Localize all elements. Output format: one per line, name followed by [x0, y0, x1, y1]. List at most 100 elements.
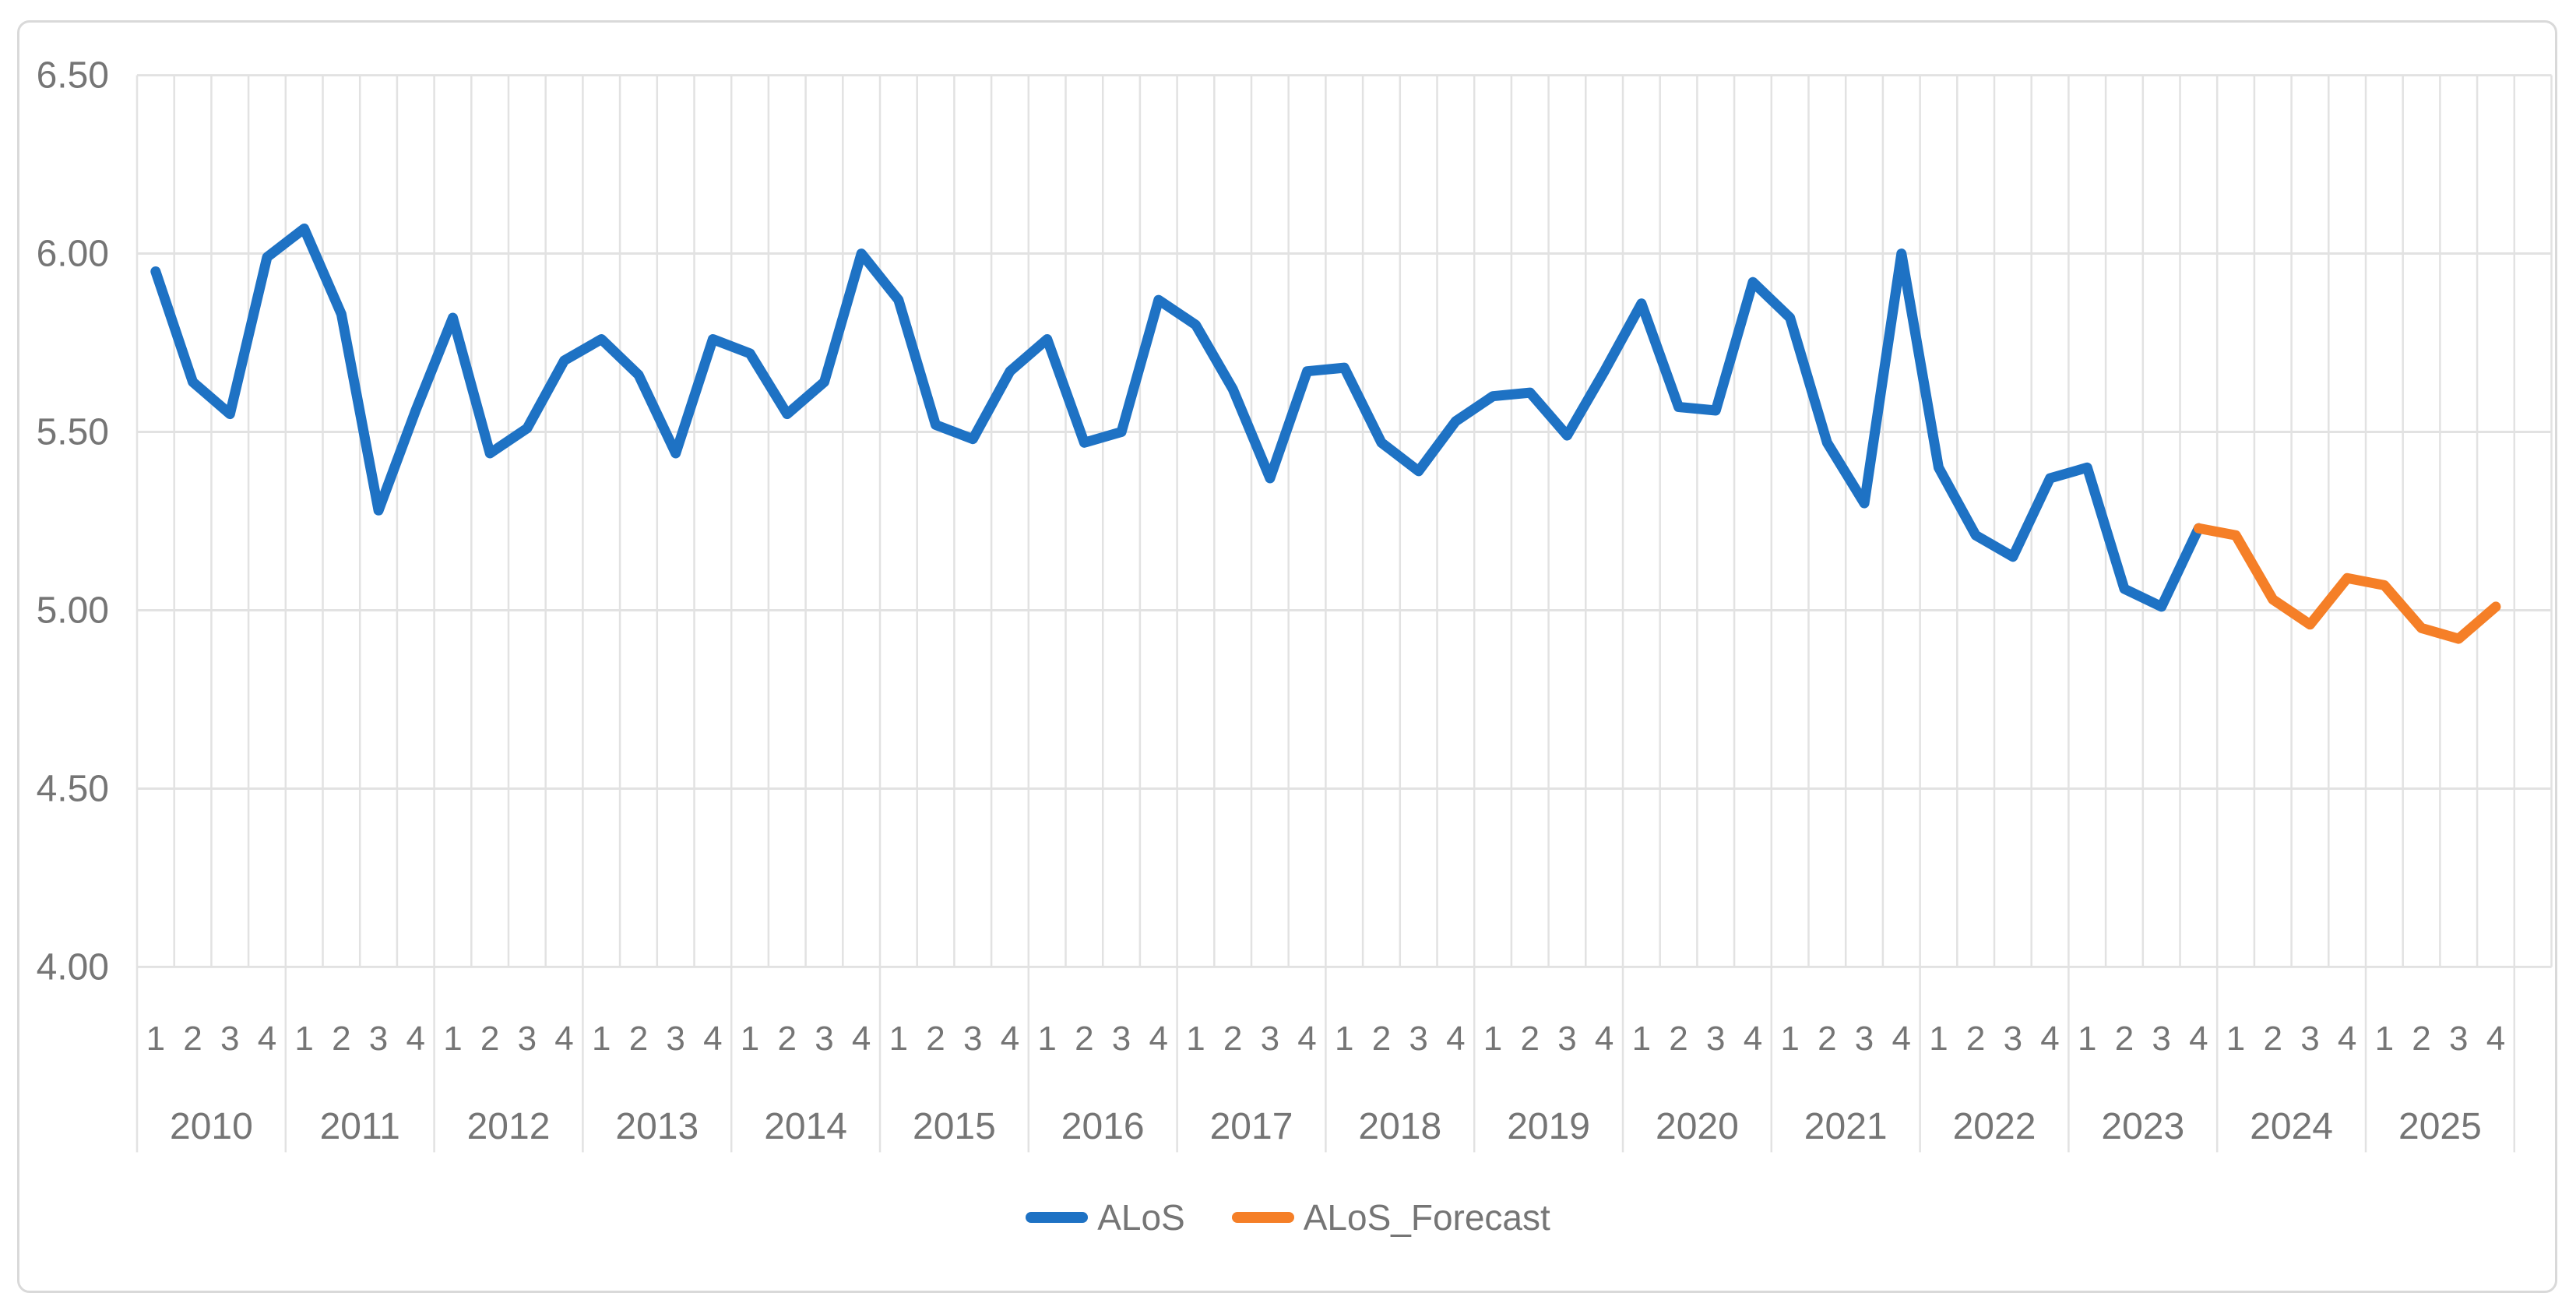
quarter-tick-label: 2 — [1818, 1020, 1836, 1058]
quarter-tick-label: 1 — [294, 1020, 313, 1058]
quarter-tick-label: 2 — [2264, 1020, 2282, 1058]
quarter-tick-label: 2 — [926, 1020, 945, 1058]
quarter-tick-label: 1 — [2375, 1020, 2394, 1058]
year-tick-label: 2019 — [1507, 1106, 1590, 1147]
quarter-tick-label: 4 — [1297, 1020, 1316, 1058]
quarter-tick-label: 1 — [1335, 1020, 1353, 1058]
y-tick-label: 6.00 — [37, 234, 109, 275]
year-tick-label: 2012 — [467, 1106, 551, 1147]
quarter-tick-label: 2 — [1966, 1020, 1985, 1058]
quarter-tick-label: 1 — [1483, 1020, 1502, 1058]
quarter-tick-label: 2 — [480, 1020, 499, 1058]
quarter-tick-label: 1 — [1929, 1020, 1948, 1058]
year-tick-label: 2017 — [1210, 1106, 1293, 1147]
quarter-tick-label: 2 — [2412, 1020, 2430, 1058]
y-tick-label: 5.00 — [37, 590, 109, 631]
year-labels: 2010 2011 2012 2013 2014 2015 2016 2017 2018 2019… — [170, 1106, 2482, 1147]
chart-frame[interactable] — [17, 20, 2557, 1293]
quarter-tick-label: 3 — [369, 1020, 388, 1058]
year-tick-label: 2014 — [764, 1106, 847, 1147]
y-tick-label: 5.50 — [37, 412, 109, 453]
quarter-tick-label: 2 — [1372, 1020, 1391, 1058]
year-tick-label: 2021 — [1804, 1106, 1888, 1147]
quarter-tick-label: 3 — [2152, 1020, 2170, 1058]
quarter-tick-label: 2 — [2115, 1020, 2134, 1058]
quarter-tick-label: 2 — [183, 1020, 202, 1058]
legend-label-alos: ALoS — [1097, 1197, 1185, 1238]
quarter-tick-label: 3 — [1409, 1020, 1427, 1058]
quarter-tick-label: 1 — [1037, 1020, 1056, 1058]
year-tick-label: 2024 — [2250, 1106, 2333, 1147]
quarter-tick-label: 4 — [1001, 1020, 1019, 1058]
legend-item-alos[interactable]: ALoS — [1026, 1200, 1185, 1235]
year-tick-label: 2020 — [1656, 1106, 1739, 1147]
quarter-tick-label: 1 — [443, 1020, 462, 1058]
quarter-tick-label: 4 — [2040, 1020, 2059, 1058]
vertical-gridlines — [135, 75, 2553, 967]
quarter-tick-label: 4 — [1149, 1020, 1168, 1058]
quarter-tick-label: 2 — [1669, 1020, 1687, 1058]
year-tick-label: 2023 — [2101, 1106, 2184, 1147]
horizontal-gridlines — [137, 74, 2552, 968]
quarter-tick-label: 1 — [889, 1020, 908, 1058]
y-tick-label: 4.50 — [37, 768, 109, 809]
legend-item-forecast[interactable]: ALoS_Forecast — [1231, 1197, 1550, 1238]
quarter-tick-label: 4 — [406, 1020, 425, 1058]
y-tick-label: 6.50 — [37, 55, 109, 97]
quarter-tick-label: 4 — [2338, 1020, 2356, 1058]
quarter-tick-label: 4 — [1744, 1020, 1762, 1058]
quarter-tick-label: 4 — [1892, 1020, 1911, 1058]
quarter-tick-label: 3 — [2004, 1020, 2022, 1058]
legend-label-forecast: ALoS_Forecast — [1303, 1197, 1550, 1238]
quarter-tick-label: 3 — [1261, 1020, 1279, 1058]
quarter-tick-label: 2 — [1521, 1020, 1540, 1058]
quarter-tick-label: 3 — [1557, 1020, 1576, 1058]
year-tick-label: 2015 — [913, 1106, 996, 1147]
quarter-tick-label: 3 — [2449, 1020, 2468, 1058]
alos-line-swatch — [1026, 1212, 1089, 1223]
quarter-tick-label: 4 — [703, 1020, 722, 1058]
forecast-line-swatch — [1231, 1212, 1294, 1223]
quarter-tick-label: 3 — [2300, 1020, 2319, 1058]
quarter-tick-label: 3 — [518, 1020, 537, 1058]
year-separators — [135, 967, 2516, 1153]
quarter-tick-label: 1 — [592, 1020, 611, 1058]
year-tick-label: 2022 — [1953, 1106, 2036, 1147]
quarter-tick-label: 3 — [1112, 1020, 1131, 1058]
quarter-tick-label: 4 — [258, 1020, 276, 1058]
quarter-tick-label: 1 — [2078, 1020, 2096, 1058]
year-tick-label: 2025 — [2398, 1106, 2482, 1147]
year-tick-label: 2016 — [1061, 1106, 1145, 1147]
year-tick-label: 2010 — [170, 1106, 253, 1147]
quarter-tick-label: 4 — [1595, 1020, 1614, 1058]
y-axis-labels: 6.50 6.00 5.50 5.00 4.50 4.00 — [37, 55, 109, 988]
quarter-tick-label: 3 — [220, 1020, 239, 1058]
quarter-tick-label: 4 — [2486, 1020, 2505, 1058]
quarter-tick-label: 3 — [815, 1020, 833, 1058]
quarter-tick-label: 3 — [666, 1020, 684, 1058]
year-tick-label: 2013 — [615, 1106, 699, 1147]
quarter-tick-label: 3 — [963, 1020, 982, 1058]
quarter-tick-label: 2 — [778, 1020, 797, 1058]
quarter-tick-label: 4 — [2189, 1020, 2208, 1058]
quarter-tick-label: 1 — [741, 1020, 759, 1058]
quarter-tick-label: 1 — [1186, 1020, 1205, 1058]
y-tick-label: 4.00 — [37, 946, 109, 988]
year-tick-label: 2011 — [320, 1106, 400, 1147]
quarter-tick-label: 4 — [852, 1020, 871, 1058]
series-line-alos_forecast[interactable] — [2193, 523, 2501, 644]
quarter-tick-label: 3 — [1855, 1020, 1874, 1058]
quarter-tick-label: 2 — [1223, 1020, 1242, 1058]
series-line-alos[interactable] — [150, 224, 2204, 612]
quarter-tick-label: 1 — [2226, 1020, 2245, 1058]
quarter-tick-label: 1 — [1780, 1020, 1799, 1058]
quarter-tick-label: 2 — [1075, 1020, 1093, 1058]
quarter-tick-label: 1 — [146, 1020, 165, 1058]
quarter-tick-label: 4 — [1446, 1020, 1465, 1058]
year-tick-label: 2018 — [1358, 1106, 1441, 1147]
legend: ALoS ALoS_Forecast — [0, 1200, 2576, 1235]
quarter-tick-label: 2 — [332, 1020, 350, 1058]
quarter-tick-label: 3 — [1706, 1020, 1725, 1058]
